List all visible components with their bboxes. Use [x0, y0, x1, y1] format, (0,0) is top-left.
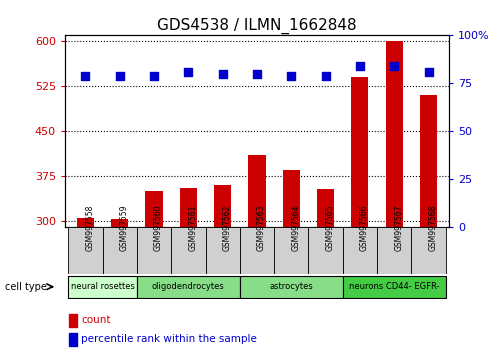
Bar: [77, 218, 94, 227]
Text: GSM997567: GSM997567: [394, 205, 403, 251]
Point: [356, 63, 364, 69]
Bar: [146, 191, 163, 227]
FancyBboxPatch shape: [137, 275, 240, 298]
Point: [184, 69, 192, 75]
FancyBboxPatch shape: [206, 227, 240, 274]
FancyBboxPatch shape: [343, 275, 446, 298]
Text: GSM997561: GSM997561: [188, 205, 198, 251]
Bar: [214, 185, 231, 227]
Point: [219, 71, 227, 76]
Text: oligodendrocytes: oligodendrocytes: [152, 282, 225, 291]
FancyBboxPatch shape: [137, 227, 171, 274]
Bar: [69, 333, 77, 346]
FancyBboxPatch shape: [171, 227, 206, 274]
FancyBboxPatch shape: [240, 275, 343, 298]
Text: GSM997566: GSM997566: [360, 205, 369, 251]
Point: [287, 73, 295, 78]
Text: GSM997558: GSM997558: [85, 205, 94, 251]
Bar: [420, 95, 437, 227]
FancyBboxPatch shape: [103, 227, 137, 274]
Bar: [351, 77, 368, 227]
FancyBboxPatch shape: [343, 227, 377, 274]
Text: cell type: cell type: [5, 282, 47, 292]
Text: neural rosettes: neural rosettes: [71, 282, 135, 291]
Text: GSM997564: GSM997564: [291, 205, 300, 251]
Text: percentile rank within the sample: percentile rank within the sample: [81, 335, 257, 344]
Point: [425, 69, 433, 75]
Text: GSM997559: GSM997559: [120, 205, 129, 251]
Text: neurons CD44- EGFR-: neurons CD44- EGFR-: [349, 282, 440, 291]
FancyBboxPatch shape: [377, 227, 411, 274]
Point: [253, 71, 261, 76]
Bar: [317, 189, 334, 227]
FancyBboxPatch shape: [411, 227, 446, 274]
Bar: [283, 170, 300, 227]
Point: [321, 73, 329, 78]
FancyBboxPatch shape: [68, 227, 103, 274]
FancyBboxPatch shape: [274, 227, 308, 274]
Point: [390, 63, 398, 69]
Bar: [180, 188, 197, 227]
Title: GDS4538 / ILMN_1662848: GDS4538 / ILMN_1662848: [157, 18, 357, 34]
Point: [150, 73, 158, 78]
Bar: [249, 155, 265, 227]
FancyBboxPatch shape: [308, 227, 343, 274]
FancyBboxPatch shape: [240, 227, 274, 274]
Text: count: count: [81, 315, 111, 325]
Text: GSM997568: GSM997568: [429, 205, 438, 251]
Point: [116, 73, 124, 78]
Bar: [111, 219, 128, 227]
Text: GSM997563: GSM997563: [257, 205, 266, 251]
FancyBboxPatch shape: [68, 275, 137, 298]
Point: [81, 73, 89, 78]
Text: GSM997562: GSM997562: [223, 205, 232, 251]
Bar: [69, 314, 77, 327]
Text: GSM997560: GSM997560: [154, 205, 163, 251]
Text: astrocytes: astrocytes: [269, 282, 313, 291]
Text: GSM997565: GSM997565: [325, 205, 335, 251]
Bar: [386, 41, 403, 227]
